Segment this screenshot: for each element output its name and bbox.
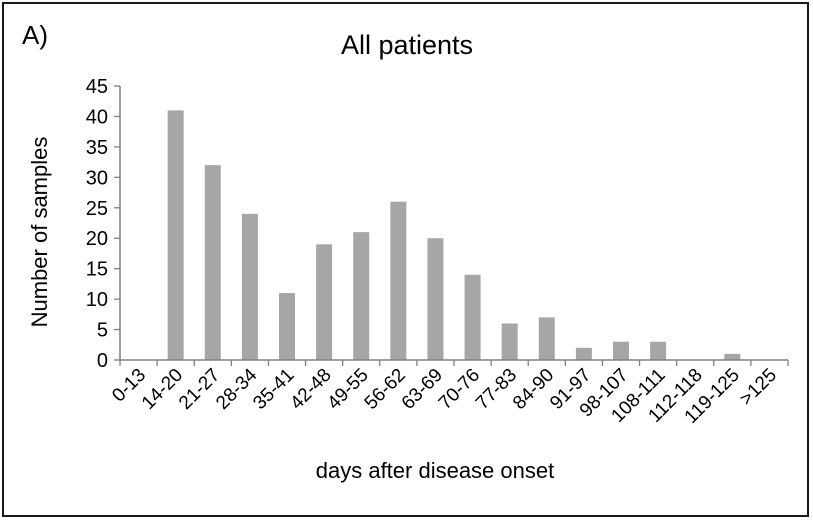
x-tick-label: 49-55 (324, 365, 373, 414)
y-tick-label: 35 (86, 137, 108, 159)
x-tick-label: 28-34 (212, 364, 262, 414)
x-tick-label: 56-62 (361, 365, 410, 414)
y-tick-label: 15 (86, 259, 108, 281)
x-tick-label: 14-20 (138, 365, 187, 414)
x-axis-label: days after disease onset (316, 458, 554, 483)
bar (279, 293, 295, 360)
bar (427, 238, 444, 360)
bars (167, 110, 741, 360)
bar (353, 232, 370, 360)
y-tick-label: 30 (86, 167, 108, 189)
panel-label: A) (22, 20, 48, 50)
bar (316, 244, 333, 360)
x-tick-label: 42-48 (286, 365, 335, 414)
x-tick-label: 70-76 (435, 365, 484, 414)
y-tick-label: 5 (97, 320, 108, 342)
y-tick-label: 20 (86, 228, 108, 250)
y-axis-label: Number of samples (27, 137, 52, 328)
bar (241, 213, 258, 360)
y-axis-ticks: 0 5 10 15 20 25 30 35 40 45 (86, 76, 120, 372)
bar (464, 274, 481, 360)
bar (538, 317, 555, 360)
y-tick-label: 25 (86, 198, 108, 220)
bar (724, 353, 741, 360)
chart-title: All patients (341, 30, 473, 60)
x-tick-label: 35-41 (249, 365, 298, 414)
x-tick-label: 63-69 (398, 365, 447, 414)
x-tick-label: 84-90 (509, 365, 558, 414)
x-tick-label: 21-27 (175, 365, 224, 414)
axes (119, 86, 788, 361)
bar (390, 201, 407, 360)
x-tick-label: 77-83 (472, 365, 521, 414)
x-tick-label: >125 (736, 365, 781, 410)
bar (501, 323, 518, 360)
bar (650, 341, 667, 360)
bar (204, 165, 221, 360)
y-tick-label: 45 (86, 76, 108, 98)
bar (613, 341, 629, 360)
bar (167, 110, 184, 360)
bar (575, 347, 592, 360)
y-tick-label: 10 (86, 289, 108, 311)
x-axis-ticks: 0-1314-2021-2728-3435-4142-4849-5556-626… (108, 360, 789, 428)
y-tick-label: 40 (86, 106, 108, 128)
y-tick-label: 0 (97, 350, 108, 372)
